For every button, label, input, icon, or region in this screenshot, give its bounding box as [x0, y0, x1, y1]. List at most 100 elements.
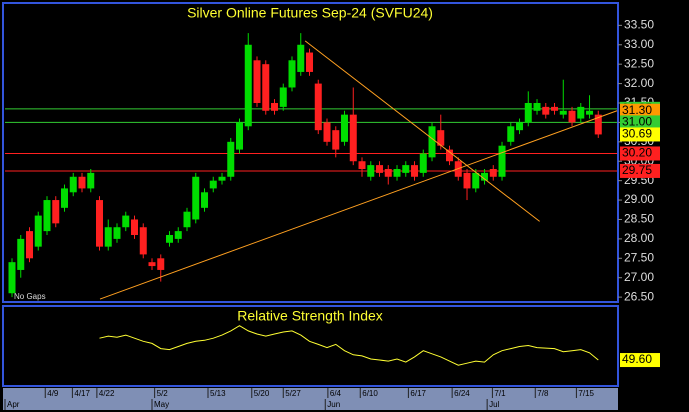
candle-body: [43, 200, 51, 232]
price-panel-frame: [2, 2, 619, 303]
candle-body: [52, 200, 60, 224]
x-tick-label: 5/27: [285, 389, 301, 398]
candle-body: [568, 110, 576, 123]
x-tick-label: 7/1: [494, 389, 506, 398]
candle-body: [446, 149, 454, 162]
candle-body: [139, 227, 147, 255]
x-tick-label: 6/17: [410, 389, 426, 398]
candle-body: [306, 52, 314, 72]
level-label-box: [620, 163, 660, 178]
candle-body: [236, 122, 244, 150]
y-tick-label: 29.00: [624, 192, 654, 206]
x-tick-label: 6/10: [362, 389, 378, 398]
candle-body: [349, 114, 357, 162]
candle-body: [393, 169, 401, 177]
x-tick-label: 6/4: [330, 389, 342, 398]
y-tick-label: 28.00: [624, 231, 654, 245]
x-tick-label: 4/22: [99, 389, 115, 398]
candle-body: [166, 235, 174, 243]
candle-body: [559, 110, 567, 115]
candle-body: [96, 200, 104, 247]
candle-body: [192, 176, 200, 220]
candle-body: [244, 44, 252, 127]
candle-body: [402, 165, 410, 173]
candle-body: [113, 227, 121, 239]
level-label-box: [620, 127, 660, 142]
y-tick-label: 33.00: [624, 37, 654, 51]
candle-body: [577, 106, 585, 119]
trendline: [99, 110, 618, 300]
x-tick-label: 4/9: [47, 389, 59, 398]
month-label: Jul: [489, 400, 499, 409]
y-tick-label: 28.50: [624, 212, 654, 226]
candle-body: [498, 145, 506, 177]
candle-body: [551, 106, 559, 111]
trendline: [304, 40, 540, 222]
x-tick-label: 5/2: [157, 389, 169, 398]
x-tick-label: 5/13: [210, 389, 226, 398]
candle-body: [201, 192, 209, 208]
candle-body: [323, 122, 331, 142]
rsi-line: [99, 325, 599, 366]
candle-body: [314, 83, 322, 131]
candle-body: [174, 231, 182, 239]
y-tick-label: 33.50: [624, 18, 654, 32]
candle-body: [542, 106, 550, 115]
candle-body: [104, 227, 112, 247]
candle-body: [17, 238, 25, 270]
candle-body: [34, 215, 42, 247]
candle-body: [279, 87, 287, 107]
candle-body: [481, 172, 489, 181]
candle-body: [297, 44, 305, 72]
y-tick-label: 32.50: [624, 56, 654, 70]
candle-body: [69, 176, 77, 193]
rsi-title: Relative Strength Index: [237, 308, 383, 324]
candle-body: [8, 262, 16, 294]
x-tick-label: 4/17: [74, 389, 90, 398]
candle-body: [341, 114, 349, 142]
y-tick-label: 26.50: [624, 289, 654, 303]
date-strip: [3, 388, 618, 410]
y-tick-label: 32.00: [624, 76, 654, 90]
rsi-last-box: [620, 353, 660, 368]
candle-body: [218, 176, 226, 181]
candle-body: [122, 215, 130, 228]
candle-body: [428, 126, 436, 158]
x-tick-label: 7/8: [537, 389, 549, 398]
x-tick-label: 6/24: [454, 389, 470, 398]
rsi-last-label: 49.60: [622, 352, 652, 366]
candle-body: [358, 161, 366, 169]
candle-body: [533, 103, 541, 111]
candle-body: [437, 130, 445, 146]
candle-body: [419, 153, 427, 173]
month-label: Apr: [7, 400, 20, 409]
x-tick-label: 5/20: [254, 389, 270, 398]
candle-body: [157, 258, 165, 270]
level-label-box: [620, 115, 660, 130]
candle-body: [262, 64, 270, 111]
level-label: 31.00: [622, 115, 652, 129]
candle-body: [516, 122, 524, 131]
candle-body: [271, 103, 279, 111]
candle-body: [524, 103, 532, 123]
candle-body: [411, 165, 419, 177]
candle-body: [131, 219, 139, 235]
candle-body: [507, 126, 515, 142]
candle-body: [376, 165, 384, 173]
candle-body: [586, 110, 594, 115]
y-tick-label: 27.00: [624, 270, 654, 284]
candle-body: [209, 180, 217, 189]
level-label: 29.75: [622, 163, 652, 177]
level-label-box: [620, 146, 660, 161]
candle-body: [594, 114, 602, 135]
candle-body: [384, 169, 392, 177]
candle-body: [253, 60, 261, 103]
candle-body: [148, 262, 156, 267]
candle-body: [61, 188, 69, 208]
candle-body: [472, 172, 480, 189]
gap-note: No Gaps: [14, 292, 46, 301]
candle-body: [227, 141, 235, 177]
